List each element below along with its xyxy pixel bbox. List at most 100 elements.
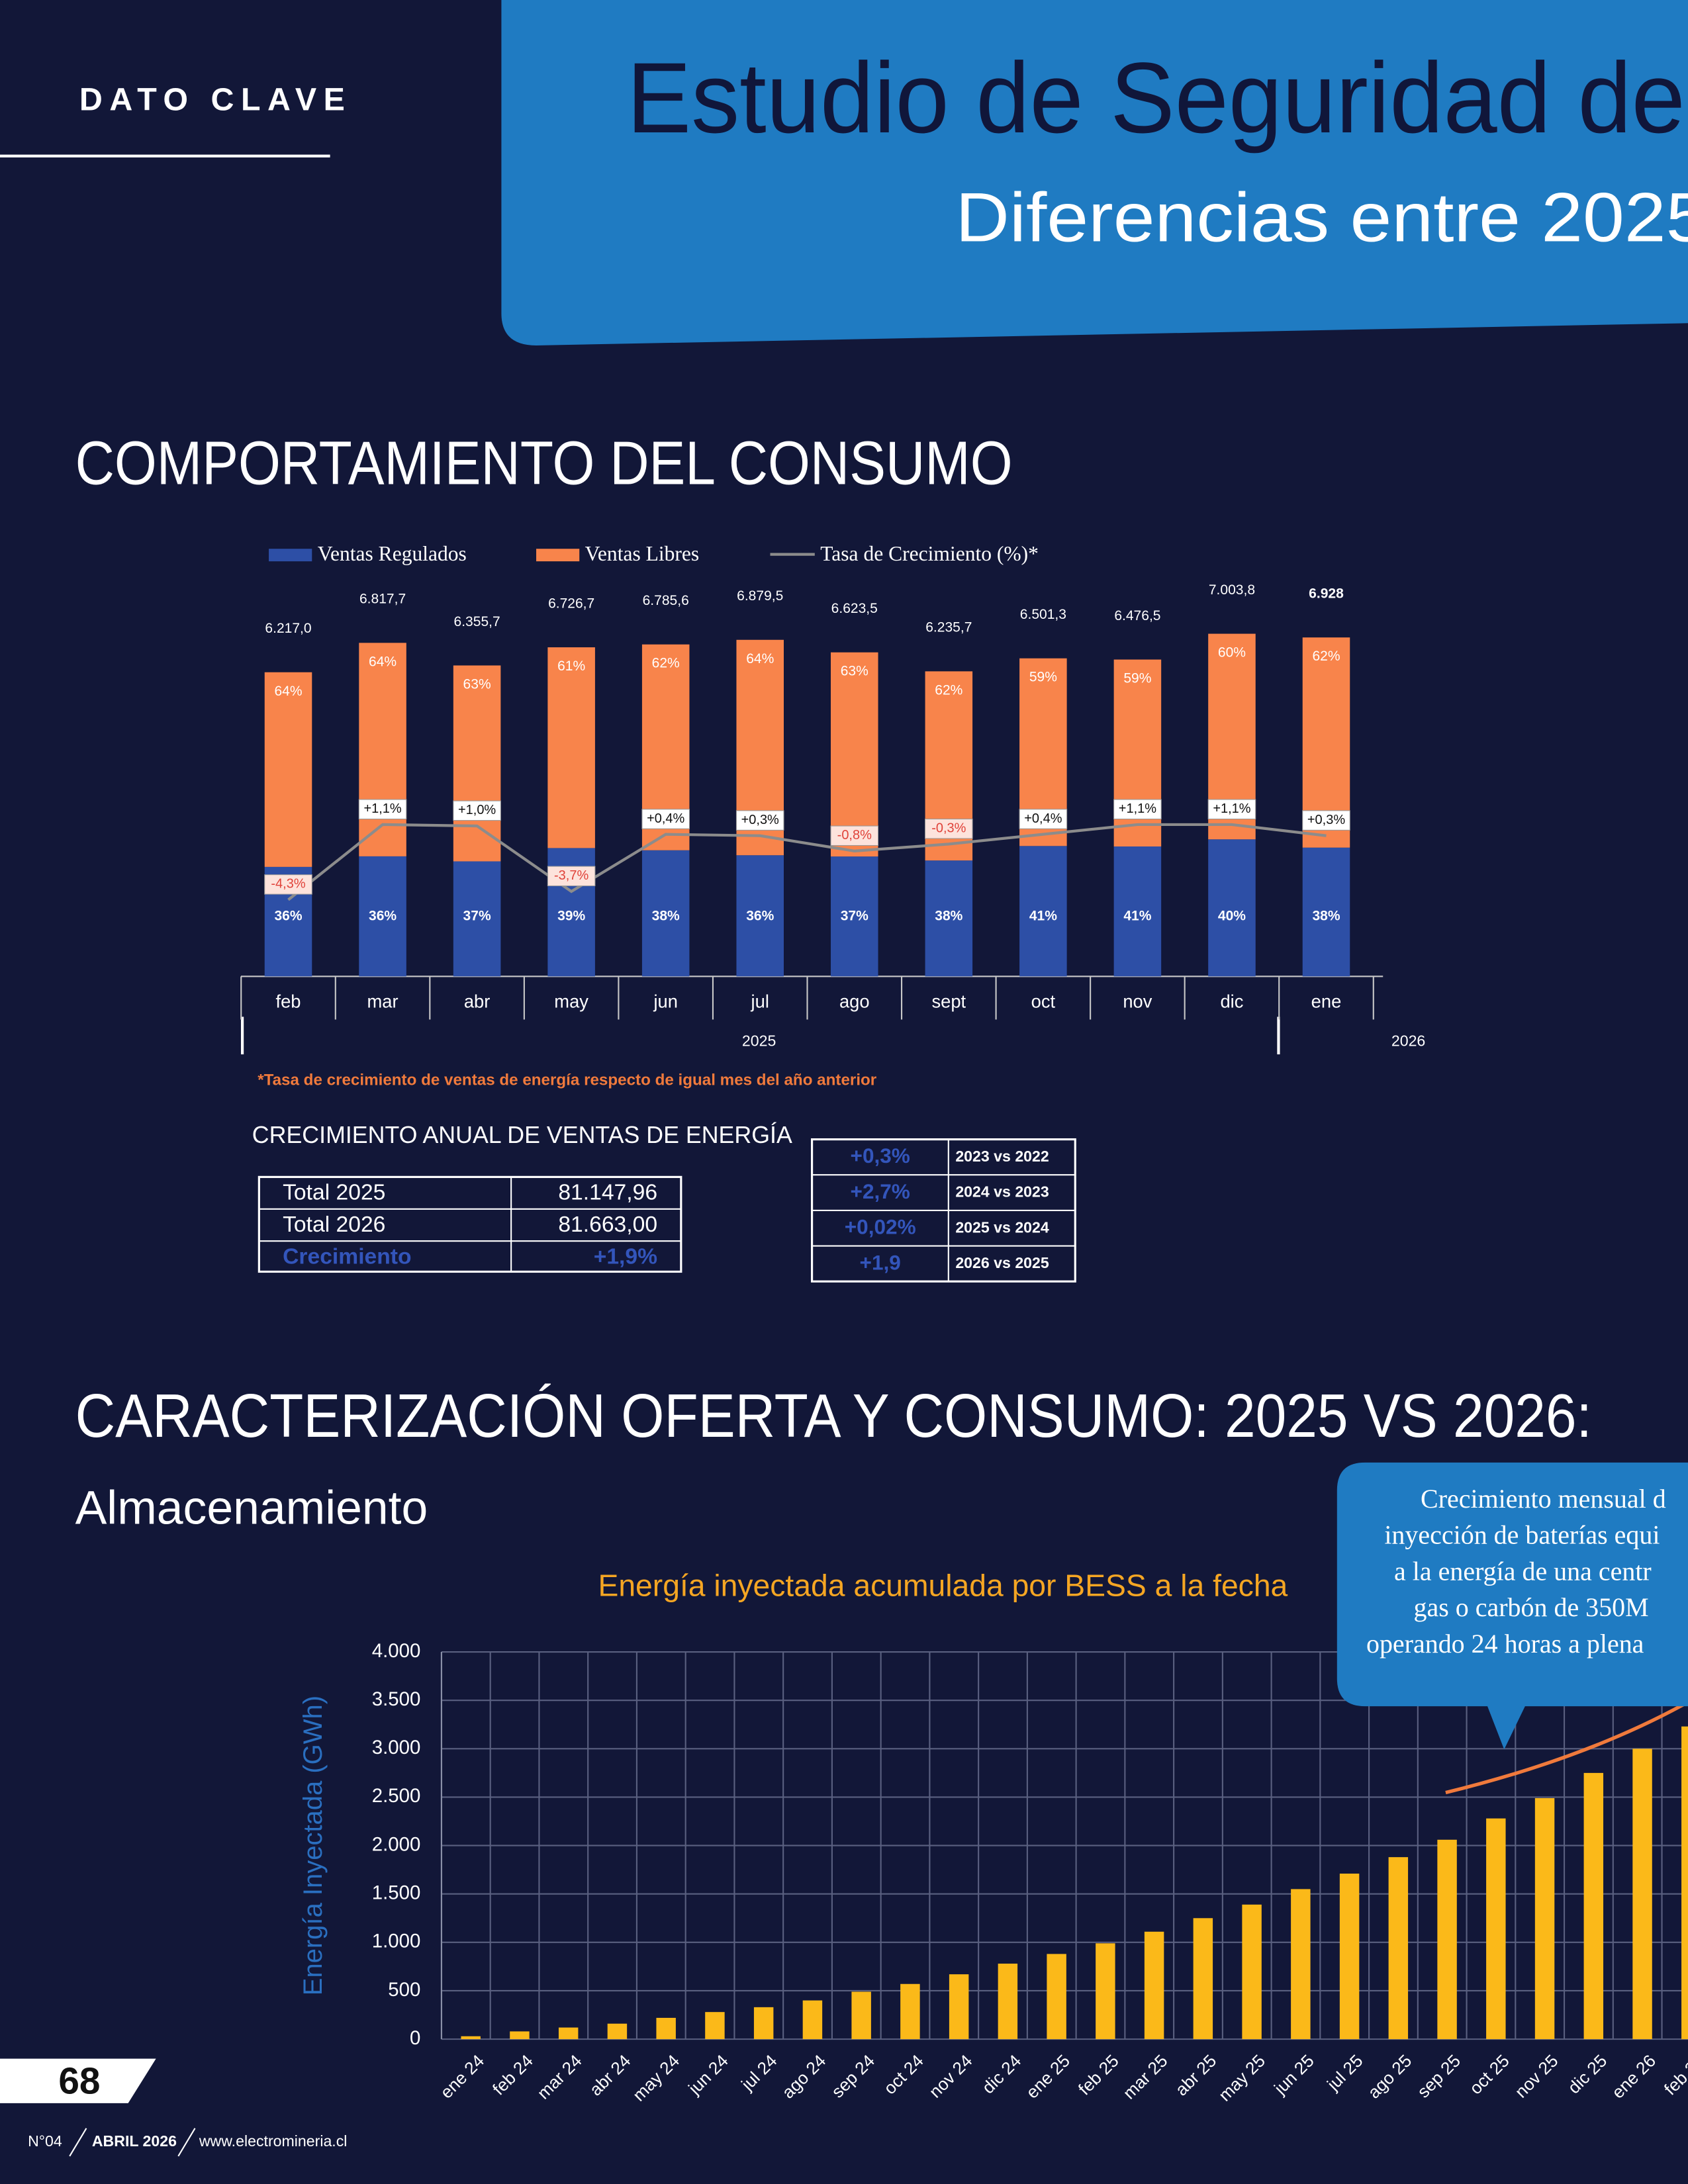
footer-date: ABRIL 2026	[92, 2132, 177, 2150]
table-cell: Total 2026	[283, 1212, 385, 1237]
legend-swatch	[536, 549, 580, 562]
segment-label: 59%	[1029, 670, 1057, 685]
segment-label: 41%	[1123, 908, 1151, 923]
chart-title: Energía inyectada acumulada por BESS a l…	[598, 1568, 1288, 1602]
segment-label: 37%	[463, 908, 491, 923]
total-label: 6.928	[1309, 586, 1344, 602]
growth-label-box	[547, 866, 596, 887]
total-label: 7.003,8	[1209, 582, 1255, 598]
table-cell: +0,02%	[845, 1215, 916, 1239]
segment-label: 62%	[652, 656, 680, 671]
bar-segment	[736, 855, 784, 977]
table-cell: +0,3%	[851, 1144, 910, 1167]
segment-label: 37%	[841, 908, 868, 923]
table-cell: 2026 vs 2025	[955, 1254, 1049, 1271]
section-subtitle: Almacenamiento	[75, 1481, 428, 1534]
growth-label-box	[1207, 799, 1256, 820]
footer-slash	[69, 2128, 87, 2157]
footer-issue: N°04	[28, 2132, 62, 2150]
header-banner	[501, 0, 1688, 345]
growth-label-box	[358, 799, 407, 820]
table-cell: 2025 vs 2024	[955, 1218, 1049, 1236]
segment-label: 64%	[274, 684, 302, 699]
bar	[998, 1964, 1018, 2040]
y-tick-label: 2.500	[372, 1785, 421, 1807]
y-tick-label: 3.500	[372, 1688, 421, 1710]
bar	[1681, 1726, 1688, 2040]
x-group-label: 2025	[742, 1032, 776, 1049]
bar	[900, 1983, 920, 2040]
table-cell: +1,9	[860, 1250, 901, 1274]
bar	[802, 2000, 823, 2040]
segment-label: 63%	[463, 677, 491, 692]
y-tick-label: 500	[388, 1979, 420, 2001]
segment-label: 36%	[746, 908, 774, 923]
segment-label: 60%	[1218, 645, 1246, 660]
bar	[656, 2017, 676, 2040]
bar	[1047, 1954, 1066, 2040]
segment-label: 41%	[1029, 908, 1057, 923]
segment-label: 38%	[652, 908, 680, 923]
bar	[510, 2031, 530, 2040]
bar	[1096, 1943, 1115, 2040]
y-tick-label: 0	[410, 2027, 420, 2049]
bar-segment	[453, 665, 501, 862]
callout-line: Crecimiento mensual d	[1421, 1484, 1666, 1514]
x-tick-label: feb	[276, 991, 301, 1012]
y-axis-label: Energía Inyectada (GWh)	[299, 1696, 328, 1995]
growth-label-box	[735, 810, 784, 831]
bar	[1388, 1857, 1409, 2040]
total-label: 6.879,5	[737, 588, 783, 604]
segment-label: 38%	[935, 908, 962, 923]
growth-label: -0,8%	[837, 828, 872, 842]
segment-label: 62%	[935, 682, 962, 698]
page-number: 68	[58, 2060, 100, 2102]
y-tick-label: 4.000	[372, 1640, 421, 1662]
table-cell: Crecimiento	[283, 1244, 411, 1269]
header-label: DATO CLAVE	[79, 81, 352, 117]
table-cell: 2024 vs 2023	[955, 1183, 1049, 1201]
growth-label: -4,3%	[271, 877, 305, 891]
bar-segment	[925, 860, 973, 977]
growth-label: -0,3%	[931, 821, 966, 836]
growth-label: +1,1%	[363, 801, 401, 816]
segment-label: 36%	[369, 908, 397, 923]
bar	[1144, 1931, 1164, 2040]
x-tick-label: nov	[1123, 991, 1152, 1012]
bar	[1486, 1818, 1506, 2040]
x-tick-label: oct	[1031, 991, 1056, 1012]
bar-segment	[359, 856, 406, 977]
growth-label: +1,1%	[1119, 801, 1156, 816]
y-tick-label: 2.000	[372, 1833, 421, 1855]
x-tick-label: ago	[839, 991, 870, 1012]
growth-label-box	[830, 825, 879, 846]
x-tick-label: abr	[464, 991, 491, 1012]
bar-segment	[453, 861, 501, 977]
bar	[1632, 1749, 1652, 2040]
y-tick-label: 3.000	[372, 1737, 421, 1758]
bar	[705, 2012, 725, 2040]
segment-label: 39%	[557, 908, 585, 923]
segment-label: 36%	[274, 908, 302, 923]
bar-segment	[641, 850, 690, 977]
bar-segment	[264, 672, 312, 867]
legend-label: Tasa de Crecimiento (%)*	[820, 542, 1039, 565]
section-title: COMPORTAMIENTO DEL CONSUMO	[75, 429, 1013, 498]
x-tick-label: jun	[653, 991, 677, 1012]
growth-label-box	[925, 818, 973, 839]
footer-url: www.electromineria.cl	[199, 2132, 348, 2150]
table-cell: +1,9%	[594, 1244, 657, 1269]
growth-label-box	[264, 874, 312, 895]
trend-arrow	[1445, 1700, 1688, 1795]
table-cell: 81.663,00	[558, 1212, 657, 1237]
segment-label: 59%	[1123, 671, 1151, 686]
total-label: 6.355,7	[454, 614, 500, 629]
segment-label: 64%	[746, 651, 774, 666]
segment-label: 64%	[369, 654, 397, 669]
bar	[851, 1991, 871, 2040]
bar-segment	[359, 643, 406, 856]
growth-label: +0,3%	[1307, 813, 1345, 827]
table-cell: Total 2025	[283, 1181, 385, 1205]
callout-bubble	[1336, 1462, 1688, 1750]
